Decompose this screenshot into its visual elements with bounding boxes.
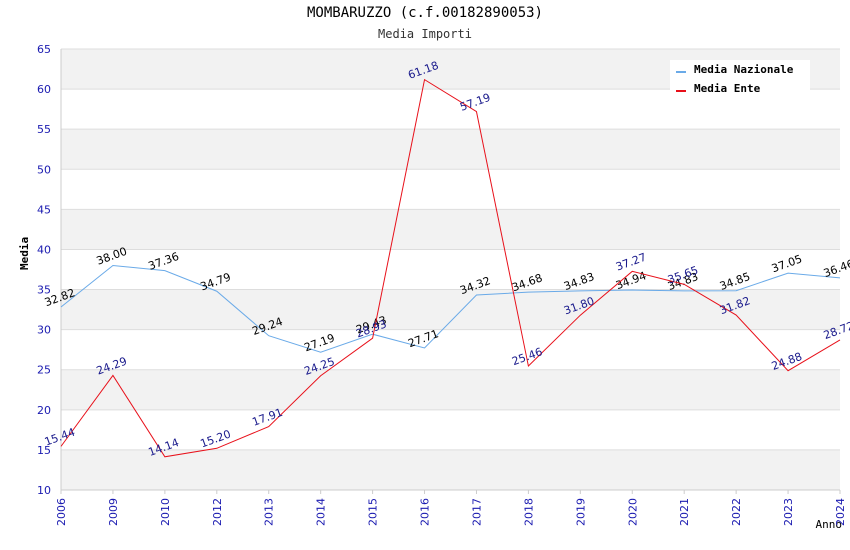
y-tick-label: 65 bbox=[37, 43, 51, 56]
grid-band bbox=[61, 369, 840, 410]
x-axis-label: Anno bbox=[815, 518, 843, 531]
data-label: 37.05 bbox=[770, 252, 804, 275]
y-tick-label: 25 bbox=[37, 364, 51, 377]
y-tick-label: 20 bbox=[37, 404, 51, 417]
x-tick-label: 2006 bbox=[55, 498, 68, 526]
chart-subtitle: Media Importi bbox=[378, 27, 472, 41]
x-tick-label: 2012 bbox=[211, 498, 224, 526]
data-label: 27.19 bbox=[302, 331, 336, 354]
x-tick-label: 2019 bbox=[574, 498, 587, 526]
legend-swatch-media-ente bbox=[676, 90, 686, 92]
x-tick-label: 2016 bbox=[419, 498, 432, 526]
data-label: 25.46 bbox=[510, 345, 544, 368]
x-tick-label: 2015 bbox=[367, 498, 380, 526]
y-tick-label: 60 bbox=[37, 83, 51, 96]
x-tick-label: 2024 bbox=[834, 498, 847, 526]
legend-label-media-nazionale: Media Nazionale bbox=[694, 63, 794, 76]
y-tick-label: 35 bbox=[37, 284, 51, 297]
series-line-media-nazionale bbox=[60, 264, 841, 353]
x-tick-label: 2013 bbox=[263, 498, 276, 526]
y-tick-label: 50 bbox=[37, 163, 51, 176]
y-tick-label: 55 bbox=[37, 123, 51, 136]
legend: Media Nazionale Media Ente bbox=[670, 60, 810, 102]
x-tick-label: 2010 bbox=[159, 498, 172, 526]
y-tick-label: 15 bbox=[37, 444, 51, 457]
y-tick-label: 40 bbox=[37, 243, 51, 256]
x-tick-label: 2022 bbox=[730, 498, 743, 526]
data-label: 36.46 bbox=[822, 257, 850, 280]
grid-band bbox=[61, 129, 840, 170]
x-tick-label: 2014 bbox=[315, 498, 328, 526]
series-line-media-ente bbox=[60, 78, 841, 458]
data-label: 27.71 bbox=[406, 327, 440, 350]
y-tick-label: 10 bbox=[37, 484, 51, 497]
x-tick-label: 2020 bbox=[626, 498, 639, 526]
x-tick-label: 2021 bbox=[678, 498, 691, 526]
y-tick-label: 30 bbox=[37, 324, 51, 337]
legend-label-media-ente: Media Ente bbox=[694, 82, 761, 95]
y-tick-label: 45 bbox=[37, 203, 51, 216]
x-tick-label: 2023 bbox=[782, 498, 795, 526]
legend-swatch-media-nazionale bbox=[676, 71, 686, 73]
grid-band bbox=[61, 449, 840, 490]
x-tick-label: 2009 bbox=[107, 498, 120, 526]
legend-item-media-ente: Media Ente bbox=[670, 79, 810, 98]
grid-band bbox=[61, 289, 840, 330]
x-tick-label: 2017 bbox=[470, 498, 483, 526]
legend-item-media-nazionale: Media Nazionale bbox=[670, 60, 810, 79]
chart-title: MOMBARUZZO (c.f.00182890053) bbox=[306, 5, 543, 21]
data-label: 37.36 bbox=[147, 250, 181, 273]
data-label: 15.44 bbox=[43, 426, 77, 449]
data-label: 15.20 bbox=[199, 428, 233, 451]
x-tick-label: 2018 bbox=[522, 498, 535, 526]
grid-band bbox=[61, 209, 840, 250]
